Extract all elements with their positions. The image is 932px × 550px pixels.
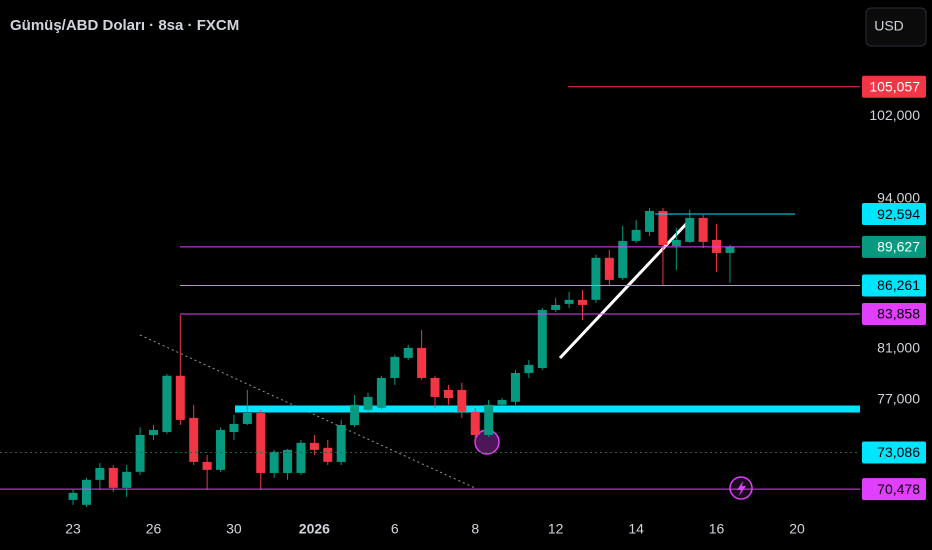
x-tick-label: 30 xyxy=(226,521,242,537)
y-tick-label: 81,000 xyxy=(877,340,920,356)
candle-body xyxy=(417,347,427,378)
x-tick-label: 26 xyxy=(146,521,162,537)
x-tick-label: 16 xyxy=(709,521,725,537)
candle-body xyxy=(631,229,641,241)
candle-body xyxy=(269,451,279,473)
candle-body xyxy=(484,404,494,435)
candle-body xyxy=(81,479,91,505)
x-tick-label: 2026 xyxy=(299,521,330,537)
y-tick-label: 102,000 xyxy=(869,107,920,123)
chart-title: Gümüş/ABD Doları · 8sa · FXCM xyxy=(10,17,239,34)
y-tick-label: 94,000 xyxy=(877,190,920,206)
price-label: 86,261 xyxy=(877,277,920,293)
candle-body xyxy=(283,449,293,473)
x-tick-label: 12 xyxy=(548,521,564,537)
candle-body xyxy=(108,467,118,488)
overlay: 77,000 81,000 94,000 102,000 23 26 30 2026 6 8 12 1… xyxy=(0,75,926,537)
price-label: 70,478 xyxy=(877,481,920,497)
candle-body xyxy=(242,413,252,424)
trend-line-dotted xyxy=(139,334,476,489)
candle-body xyxy=(591,257,601,300)
candle-body xyxy=(202,461,212,470)
candle-body xyxy=(309,442,319,450)
candle-body xyxy=(175,375,185,420)
candle-body xyxy=(510,372,520,402)
price-label: 83,858 xyxy=(877,306,920,322)
candle-body xyxy=(725,246,735,253)
price-label-box xyxy=(862,75,926,98)
candle-body xyxy=(95,467,105,480)
price-label-box xyxy=(862,302,926,325)
candle-body xyxy=(685,217,695,242)
candle-body xyxy=(698,217,708,242)
price-label: 89,627 xyxy=(877,239,920,255)
candle-body xyxy=(443,389,453,398)
candle-body xyxy=(148,429,158,435)
x-tick-label: 23 xyxy=(65,521,81,537)
candle-body xyxy=(671,239,681,246)
x-tick-label: 20 xyxy=(789,521,805,537)
candle-body xyxy=(604,257,614,280)
candle-body xyxy=(470,411,480,435)
price-label-box xyxy=(862,441,926,464)
candle-body xyxy=(296,442,306,473)
x-tick-label: 14 xyxy=(628,521,644,537)
candle-body xyxy=(618,240,628,278)
candle-body xyxy=(658,210,668,245)
candle-body xyxy=(537,309,547,369)
candle-body xyxy=(524,364,534,373)
candle-body xyxy=(68,492,78,500)
price-label: 73,086 xyxy=(877,444,920,460)
candle-body xyxy=(162,375,172,433)
candle-body xyxy=(376,377,386,408)
candle-body xyxy=(564,299,574,304)
candle-body xyxy=(350,404,360,426)
candle-body xyxy=(336,425,346,462)
price-label-box xyxy=(862,274,926,297)
alert-bolt xyxy=(737,481,746,496)
candles xyxy=(68,207,735,507)
candle-body xyxy=(497,399,507,405)
candle-body xyxy=(430,377,440,397)
price-label-box xyxy=(862,235,926,258)
price-label-box xyxy=(862,203,926,226)
y-tick-label: 77,000 xyxy=(877,391,920,407)
currency-label: USD xyxy=(874,18,904,34)
price-label: 105,057 xyxy=(869,78,920,94)
candle-body xyxy=(390,356,400,378)
candle-body xyxy=(551,304,561,310)
candle-body xyxy=(457,389,467,412)
currency-button[interactable] xyxy=(865,7,927,47)
candle-body xyxy=(323,447,333,462)
candle-body xyxy=(135,434,145,472)
candle-body xyxy=(363,396,373,410)
candle-body xyxy=(577,299,587,305)
candle-body xyxy=(229,423,239,433)
candle-body xyxy=(256,413,266,473)
x-tick-label: 6 xyxy=(391,521,399,537)
candle-body xyxy=(189,417,199,462)
candle-body xyxy=(645,210,655,232)
candle-body xyxy=(403,347,413,358)
candle-body xyxy=(122,471,132,488)
x-tick-label: 8 xyxy=(471,521,479,537)
price-label: 92,594 xyxy=(877,206,920,222)
price-label-box xyxy=(862,478,926,501)
candle-body xyxy=(216,429,226,470)
